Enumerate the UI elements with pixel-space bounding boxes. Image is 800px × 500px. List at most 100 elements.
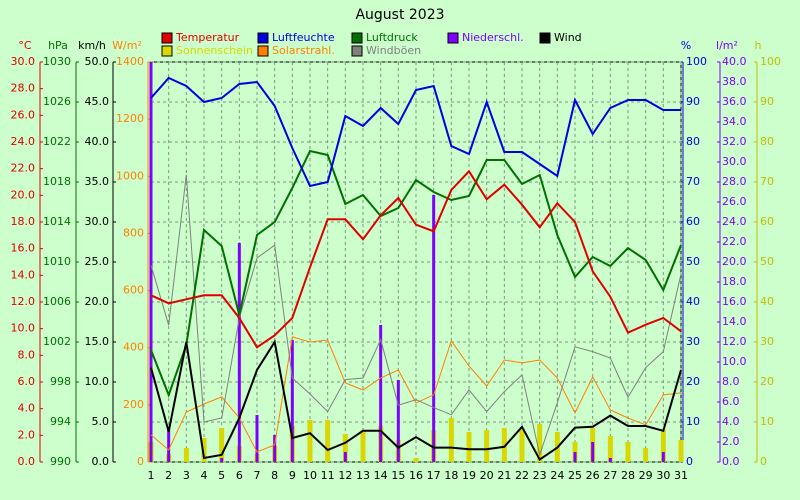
y-tick-label: 80 — [760, 135, 774, 148]
bar — [660, 430, 666, 462]
bar — [591, 442, 595, 462]
legend-swatch — [257, 32, 269, 44]
axis-title: hPa — [48, 39, 68, 52]
legend-swatch — [161, 45, 173, 57]
bar — [167, 430, 171, 462]
y-tick-label: 24.0 — [11, 135, 36, 148]
axis-title: h — [755, 39, 762, 52]
y-tick-label: 100 — [686, 55, 707, 68]
chart-title: August 2023 — [355, 7, 444, 23]
axis-title: °C — [18, 39, 32, 52]
legend-swatch — [351, 32, 363, 44]
bar — [432, 195, 436, 462]
y-tick-label: 12.0 — [11, 295, 36, 308]
y-tick-label: 0.0 — [18, 455, 36, 468]
y-tick-label: 32.0 — [722, 135, 747, 148]
x-tick-label: 16 — [409, 469, 423, 482]
y-tick-label: 45.0 — [85, 95, 110, 108]
y-tick-label: 30.0 — [722, 155, 747, 168]
x-tick-label: 31 — [674, 469, 688, 482]
x-tick-label: 7 — [254, 469, 261, 482]
y-tick-label: 40.0 — [85, 135, 110, 148]
y-tick-label: 18.0 — [722, 275, 747, 288]
y-tick-label: 100 — [760, 55, 781, 68]
y-tick-label: 6.0 — [18, 375, 36, 388]
y-tick-label: 50.0 — [85, 55, 110, 68]
y-tick-label: 0 — [137, 455, 144, 468]
bar — [379, 325, 383, 462]
line — [150, 149, 682, 398]
x-tick-label: 13 — [356, 469, 370, 482]
legend-label: Luftfeuchte — [272, 31, 335, 44]
y-tick-label: 1030 — [43, 55, 71, 68]
bar — [484, 430, 490, 462]
y-tick-label: 800 — [123, 226, 144, 239]
legend-label: Sonnenschein — [176, 44, 253, 57]
y-tick-label: 0.0 — [92, 455, 110, 468]
y-tick-label: 10 — [686, 415, 700, 428]
x-tick-label: 3 — [183, 469, 190, 482]
y-tick-label: 10 — [760, 415, 774, 428]
legend-label: Wind — [554, 31, 582, 44]
y-tick-label: 16.0 — [11, 242, 36, 255]
y-tick-label: 38.0 — [722, 75, 747, 88]
y-tick-label: 34.0 — [722, 115, 747, 128]
bar — [342, 434, 348, 462]
y-tick-label: 28.0 — [722, 175, 747, 188]
y-tick-label: 70 — [686, 175, 700, 188]
y-tick-label: 6.0 — [722, 395, 740, 408]
bar — [573, 452, 577, 462]
bar — [201, 438, 207, 462]
y-tick-label: 0 — [760, 455, 767, 468]
bar — [537, 424, 543, 462]
bar — [678, 440, 684, 462]
x-tick-label: 19 — [462, 469, 476, 482]
bar — [607, 436, 613, 462]
y-tick-label: 1400 — [116, 55, 144, 68]
bar — [149, 62, 153, 462]
bar — [183, 448, 189, 462]
line — [150, 169, 682, 349]
x-tick-label: 11 — [321, 469, 335, 482]
y-tick-label: 14.0 — [11, 268, 36, 281]
x-tick-label: 25 — [568, 469, 582, 482]
y-tick-label: 994 — [50, 415, 71, 428]
bar — [396, 380, 400, 462]
y-tick-label: 1200 — [116, 112, 144, 125]
bar — [519, 428, 525, 462]
x-tick-label: 6 — [236, 469, 243, 482]
y-tick-label: 5.0 — [92, 415, 110, 428]
legend-label: Luftdruck — [366, 31, 418, 44]
y-tick-label: 10.0 — [11, 322, 36, 335]
y-tick-label: 1014 — [43, 215, 71, 228]
y-tick-label: 990 — [50, 455, 71, 468]
x-tick-label: 30 — [656, 469, 670, 482]
y-tick-label: 60 — [686, 215, 700, 228]
bar — [625, 442, 631, 462]
y-tick-label: 0 — [686, 455, 693, 468]
x-tick-label: 26 — [586, 469, 600, 482]
bar — [360, 430, 366, 462]
y-tick-label: 40.0 — [722, 55, 747, 68]
legend-label: Windböen — [366, 44, 421, 57]
y-tick-label: 20 — [760, 375, 774, 388]
x-tick-label: 1 — [148, 469, 155, 482]
y-tick-label: 12.0 — [722, 335, 747, 348]
x-tick-label: 24 — [550, 469, 564, 482]
y-tick-label: 36.0 — [722, 95, 747, 108]
y-tick-label: 18.0 — [11, 215, 36, 228]
y-tick-label: 30 — [686, 335, 700, 348]
y-tick-label: 40 — [686, 295, 700, 308]
y-tick-label: 20.0 — [722, 255, 747, 268]
bar — [255, 415, 259, 462]
y-tick-label: 22.0 — [11, 162, 36, 175]
bar — [501, 428, 507, 462]
axis-title: l/m² — [716, 39, 738, 52]
x-tick-label: 27 — [603, 469, 617, 482]
y-tick-label: 35.0 — [85, 175, 110, 188]
bar — [448, 418, 454, 462]
y-tick-label: 60 — [760, 215, 774, 228]
bar — [661, 452, 665, 462]
y-tick-label: 2.0 — [722, 435, 740, 448]
x-tick-label: 20 — [480, 469, 494, 482]
